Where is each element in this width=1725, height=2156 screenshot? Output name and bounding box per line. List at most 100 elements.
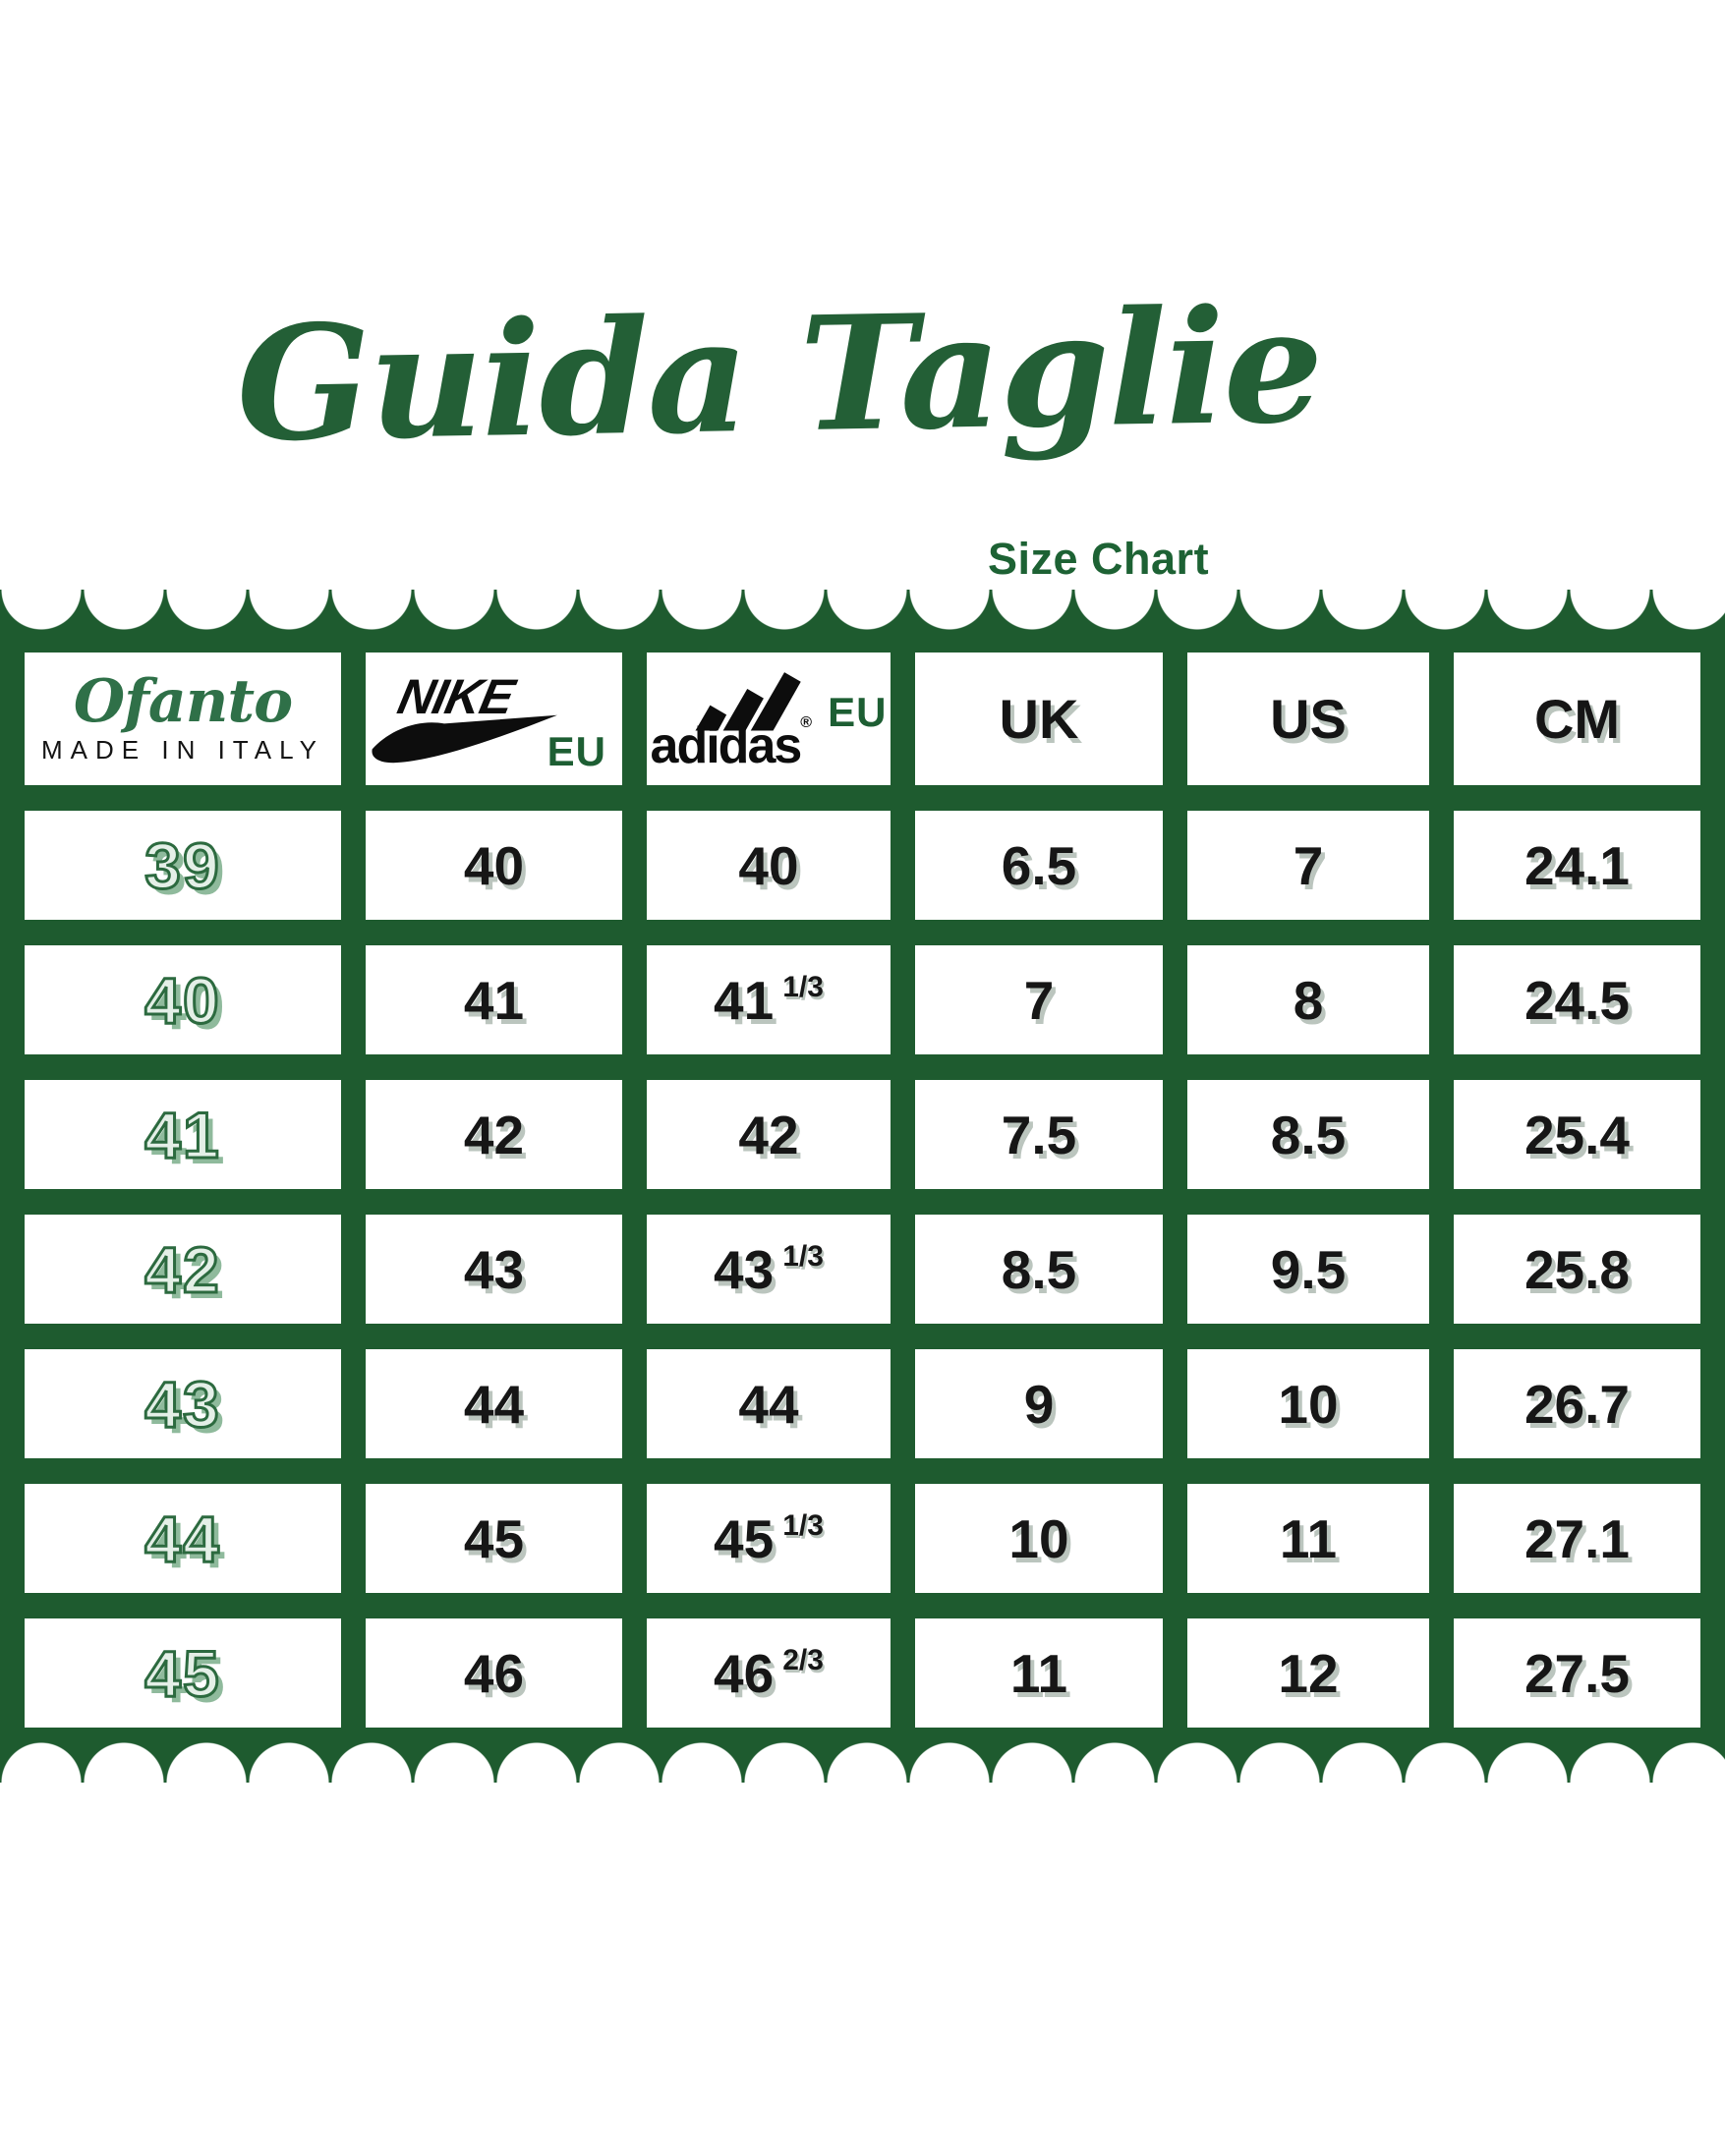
- ofanto-size-cell: 39: [25, 811, 341, 920]
- us-header-cell: US: [1187, 652, 1429, 785]
- us-size-value: 7: [1293, 834, 1324, 896]
- nike-size-cell: 40: [366, 811, 622, 920]
- ofanto-size-value: 45: [144, 1635, 221, 1711]
- us-size-value: 12: [1278, 1642, 1339, 1704]
- ofanto-tagline: MADE IN ITALY: [41, 735, 324, 765]
- uk-size-cell: 11: [915, 1618, 1163, 1728]
- uk-header-cell: UK: [915, 652, 1163, 785]
- ofanto-size-value: 40: [144, 962, 221, 1038]
- adidas-header-cell: adidas ® EU: [647, 652, 891, 785]
- nike-size-cell: 41: [366, 945, 622, 1054]
- us-size-value: 11: [1279, 1507, 1338, 1569]
- adidas-size-cell: 46 2/3: [647, 1618, 891, 1728]
- adidas-size-value: 41: [714, 969, 775, 1031]
- nike-size-cell: 42: [366, 1080, 622, 1189]
- us-size-cell: 9.5: [1187, 1215, 1429, 1324]
- nike-size-value: 41: [463, 969, 525, 1031]
- cm-size-value: 25.4: [1524, 1104, 1631, 1165]
- uk-size-value: 9: [1023, 1373, 1055, 1435]
- us-size-cell: 7: [1187, 811, 1429, 920]
- adidas-size-cell: 45 1/3: [647, 1484, 891, 1593]
- scallop-top-edge: [0, 590, 1725, 645]
- adidas-size-value: 44: [738, 1373, 799, 1435]
- registered-mark-icon: ®: [800, 713, 813, 731]
- ofanto-size-value: 43: [144, 1366, 221, 1442]
- nike-swoosh-icon: [372, 714, 557, 763]
- cm-size-value: 27.5: [1524, 1642, 1631, 1704]
- cm-header-label: CM: [1533, 688, 1621, 750]
- adidas-size-cell: 44: [647, 1349, 891, 1458]
- cm-size-value: 27.1: [1524, 1507, 1631, 1569]
- us-size-cell: 10: [1187, 1349, 1429, 1458]
- nike-size-cell: 45: [366, 1484, 622, 1593]
- scallop-bottom-edge: [0, 1728, 1725, 1783]
- adidas-size-cell: 41 1/3: [647, 945, 891, 1054]
- us-size-value: 10: [1278, 1373, 1339, 1435]
- adidas-eu-label: EU: [828, 688, 888, 735]
- uk-size-value: 11: [1009, 1642, 1068, 1704]
- ofanto-size-value: 44: [144, 1501, 221, 1576]
- ofanto-size-value: 42: [144, 1231, 221, 1307]
- adidas-size-value: 42: [738, 1104, 799, 1165]
- us-size-cell: 11: [1187, 1484, 1429, 1593]
- page-title: Guida Taglie: [235, 272, 1323, 478]
- nike-size-value: 42: [463, 1104, 525, 1165]
- uk-size-cell: 7: [915, 945, 1163, 1054]
- us-size-value: 9.5: [1270, 1238, 1347, 1300]
- uk-header-label: UK: [999, 688, 1079, 750]
- cm-size-value: 24.1: [1524, 834, 1631, 896]
- adidas-three-stripes-icon: [695, 671, 801, 730]
- us-size-cell: 8.5: [1187, 1080, 1429, 1189]
- nike-size-value: 43: [463, 1238, 525, 1300]
- nike-size-value: 45: [463, 1507, 525, 1569]
- uk-size-value: 8.5: [1001, 1238, 1077, 1300]
- nike-eu-label: EU: [546, 728, 606, 774]
- adidas-size-value: 40: [738, 834, 799, 896]
- nike-size-value: 46: [463, 1642, 525, 1704]
- nike-header-cell: NIKE EU: [366, 652, 622, 785]
- adidas-size-value: 46: [714, 1642, 775, 1704]
- adidas-size-cell: 42: [647, 1080, 891, 1189]
- us-header-label: US: [1270, 688, 1347, 750]
- page-subtitle: Size Chart: [988, 534, 1210, 584]
- uk-size-cell: 7.5: [915, 1080, 1163, 1189]
- nike-size-cell: 46: [366, 1618, 622, 1728]
- uk-size-cell: 8.5: [915, 1215, 1163, 1324]
- nike-size-cell: 43: [366, 1215, 622, 1324]
- cm-size-cell: 24.5: [1454, 945, 1700, 1054]
- cm-size-cell: 25.8: [1454, 1215, 1700, 1324]
- ofanto-brand-logo: Ofanto: [73, 667, 293, 736]
- uk-size-cell: 6.5: [915, 811, 1163, 920]
- cm-size-cell: 25.4: [1454, 1080, 1700, 1189]
- uk-size-value: 6.5: [1001, 834, 1077, 896]
- adidas-size-fraction: 1/3: [782, 1508, 824, 1542]
- cm-size-value: 24.5: [1524, 969, 1631, 1031]
- ofanto-header-cell: Ofanto MADE IN ITALY: [25, 652, 341, 785]
- us-size-cell: 8: [1187, 945, 1429, 1054]
- adidas-size-value: 43: [714, 1238, 775, 1300]
- adidas-size-cell: 40: [647, 811, 891, 920]
- uk-size-value: 7.5: [1001, 1104, 1077, 1165]
- uk-size-cell: 9: [915, 1349, 1163, 1458]
- adidas-size-fraction: 2/3: [782, 1643, 824, 1676]
- size-table: Ofanto MADE IN ITALY NIKE EU: [0, 645, 1725, 1728]
- ofanto-size-cell: 42: [25, 1215, 341, 1324]
- uk-size-value: 10: [1008, 1507, 1069, 1569]
- nike-logo: NIKE: [366, 669, 563, 766]
- us-size-value: 8.5: [1270, 1104, 1347, 1165]
- ofanto-size-cell: 44: [25, 1484, 341, 1593]
- adidas-size-fraction: 1/3: [782, 1239, 824, 1273]
- adidas-size-cell: 43 1/3: [647, 1215, 891, 1324]
- ofanto-size-cell: 40: [25, 945, 341, 1054]
- cm-size-cell: 26.7: [1454, 1349, 1700, 1458]
- ofanto-size-cell: 43: [25, 1349, 341, 1458]
- nike-size-cell: 44: [366, 1349, 622, 1458]
- cm-size-value: 25.8: [1524, 1238, 1631, 1300]
- cm-size-value: 26.7: [1524, 1373, 1631, 1435]
- us-size-value: 8: [1293, 969, 1324, 1031]
- ofanto-size-value: 39: [144, 827, 221, 903]
- uk-size-value: 7: [1023, 969, 1055, 1031]
- nike-size-value: 40: [463, 834, 525, 896]
- us-size-cell: 12: [1187, 1618, 1429, 1728]
